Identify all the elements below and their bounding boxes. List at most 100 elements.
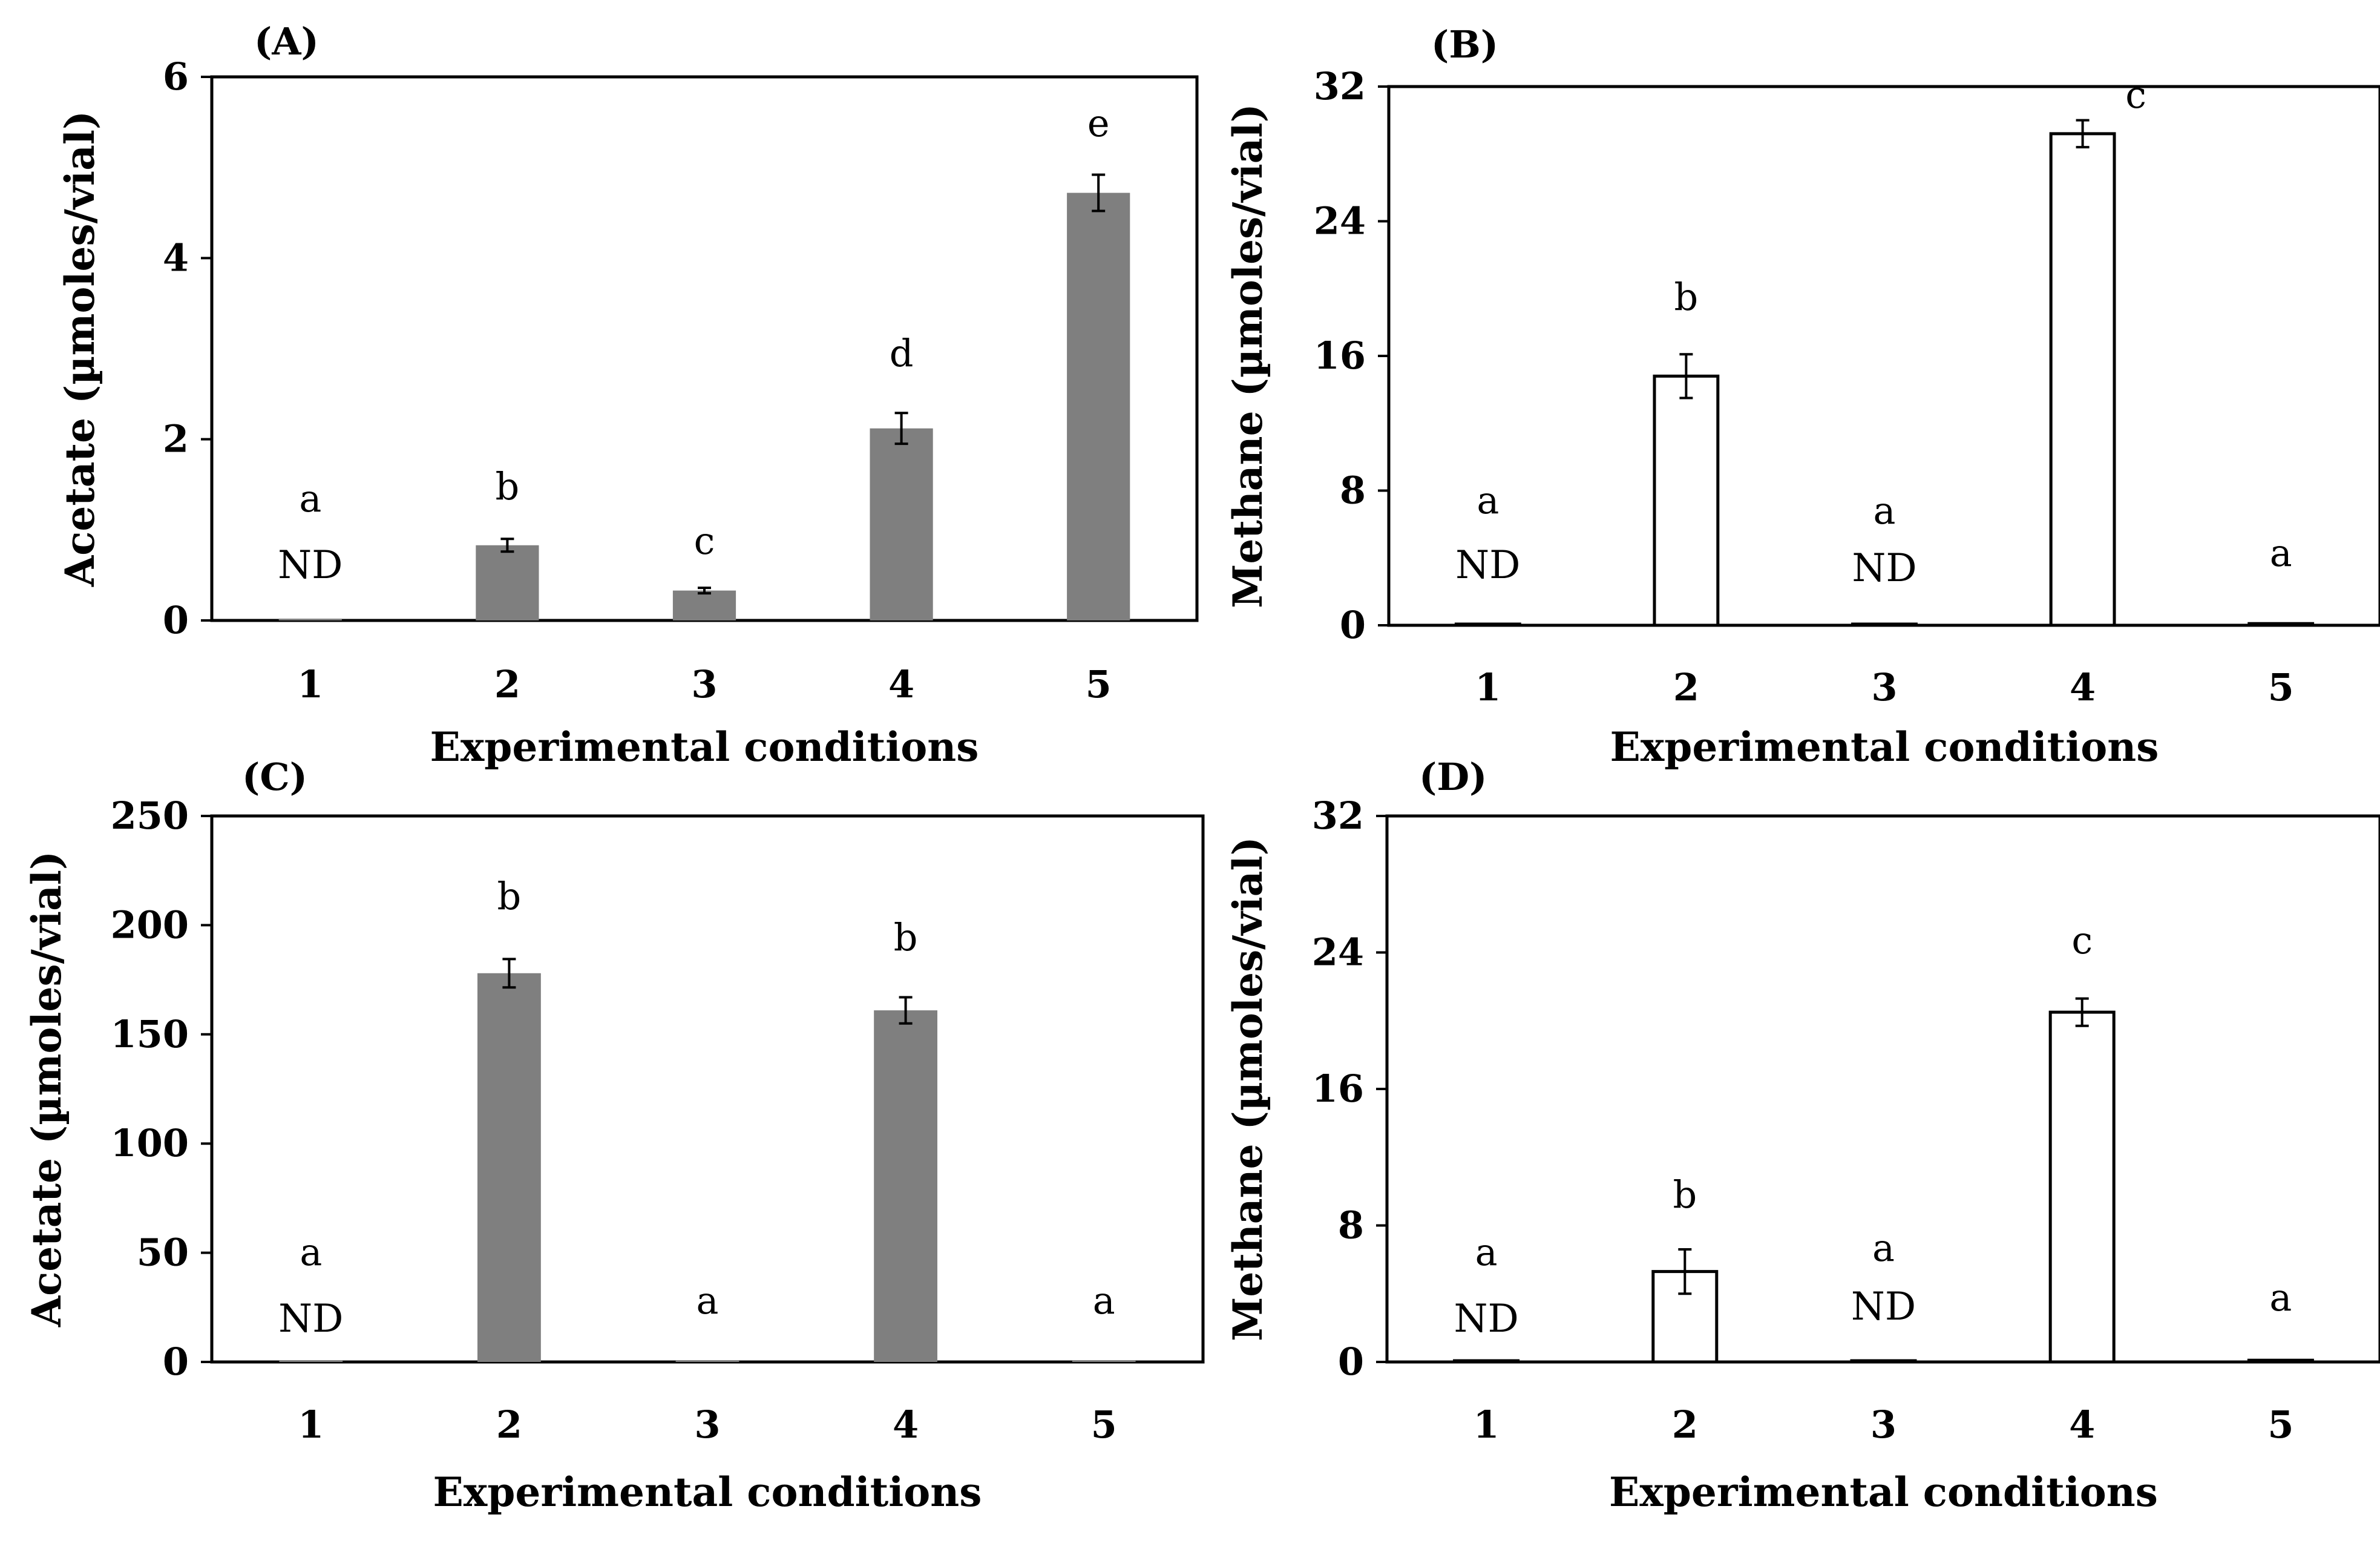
significance-letter: b — [1673, 1172, 1697, 1217]
significance-letter: c — [2125, 73, 2146, 117]
panel-a: 0 2 4 6 1 2 3 4 5 a b c d e ND (A) Experimental conditio… — [56, 19, 1199, 771]
y-axis-title: Methane (µmoles/vial) — [1224, 837, 1271, 1341]
significance-letter: a — [1874, 488, 1896, 533]
bar — [874, 1010, 938, 1362]
x-tick-label: 3 — [694, 1403, 720, 1447]
y-tick-label: 24 — [1314, 199, 1366, 243]
error-bar — [2076, 119, 2090, 149]
y-tick-label: 8 — [1340, 469, 1366, 513]
y-tick-label: 16 — [1312, 1067, 1364, 1111]
significance-letter: b — [496, 464, 520, 508]
bar — [476, 545, 539, 620]
bar — [1653, 374, 1720, 627]
error-bar — [502, 958, 516, 989]
bar — [1067, 192, 1130, 620]
panel-label: (C) — [242, 755, 307, 799]
error-bar — [1679, 353, 1693, 400]
y-tick-label: 16 — [1314, 334, 1366, 378]
x-tick-label: 1 — [1475, 665, 1501, 709]
bar — [2048, 1010, 2116, 1364]
bar — [1850, 1359, 1917, 1364]
y-tick-label: 2 — [163, 417, 189, 461]
x-tick-label: 5 — [1091, 1403, 1117, 1447]
significance-letter: c — [694, 519, 715, 563]
bar — [870, 428, 933, 620]
bar — [1851, 622, 1918, 627]
y-tick-label: 6 — [163, 54, 189, 99]
significance-letter: a — [1093, 1278, 1115, 1323]
bar — [477, 973, 541, 1362]
nd-label: ND — [278, 1297, 343, 1341]
bar — [2049, 132, 2116, 627]
x-axis-title: Experimental conditions — [433, 1468, 982, 1516]
plot-frame — [1387, 85, 2380, 627]
panel-label: (D) — [1419, 755, 1487, 799]
significance-letter: c — [2071, 918, 2093, 962]
nd-label: ND — [278, 543, 343, 588]
y-tick-label: 32 — [1312, 794, 1364, 838]
y-tick-label: 250 — [111, 794, 189, 838]
nd-label: ND — [1851, 1284, 1916, 1329]
x-axis-title: Experimental conditions — [1610, 723, 2159, 771]
bar — [2247, 622, 2315, 627]
significance-letter: b — [1674, 275, 1699, 319]
y-tick-label: 0 — [1340, 603, 1366, 647]
nd-label: ND — [1454, 1297, 1518, 1341]
panel-label: (A) — [254, 19, 319, 64]
x-tick-label: 2 — [1672, 1403, 1698, 1447]
error-bar — [1092, 173, 1106, 212]
x-tick-label: 1 — [1474, 1403, 1500, 1447]
x-axis-title: Experimental conditions — [430, 723, 979, 771]
significance-letter: a — [300, 1230, 322, 1274]
significance-letter: a — [1872, 1226, 1895, 1270]
error-bar — [1678, 1248, 1692, 1295]
bar — [675, 1361, 739, 1362]
x-tick-label: 5 — [2267, 1403, 2293, 1447]
x-tick-label: 1 — [297, 662, 323, 706]
y-tick-label: 50 — [137, 1231, 189, 1275]
y-tick-label: 0 — [1338, 1340, 1364, 1384]
significance-letter: a — [1477, 478, 1499, 522]
nd-label: ND — [1455, 543, 1520, 588]
significance-letter: b — [497, 874, 522, 918]
bar — [1454, 622, 1521, 627]
x-tick-label: 5 — [1086, 662, 1112, 706]
x-tick-label: 3 — [1870, 1403, 1896, 1447]
y-axis-title: Methane (µmoles/vial) — [1224, 104, 1271, 608]
x-tick-label: 1 — [298, 1403, 324, 1447]
panel-d: 0 8 16 24 32 1 2 3 4 5 a b a c a ND ND (D) Experimental co… — [1224, 755, 2380, 1516]
bar — [672, 590, 736, 620]
significance-letter: a — [697, 1278, 719, 1323]
panel-label: (B) — [1431, 22, 1498, 67]
y-tick-label: 24 — [1312, 930, 1364, 975]
x-tick-label: 4 — [2070, 665, 2096, 709]
x-tick-label: 5 — [2268, 665, 2294, 709]
error-bar — [500, 538, 514, 553]
panel-c: 0 50 100 150 200 250 1 2 3 4 5 a b a b a ND (C) Experiment… — [23, 755, 1205, 1516]
y-axis-title: Acetate (µmoles/vial) — [56, 111, 103, 587]
nd-label: ND — [1852, 546, 1916, 591]
y-tick-label: 100 — [111, 1121, 189, 1165]
panel-b: 0 8 16 24 32 1 2 3 4 5 a b a c a ND ND (B) Experimental co… — [1224, 22, 2380, 771]
x-tick-label: 2 — [494, 662, 520, 706]
y-tick-label: 0 — [163, 598, 189, 642]
y-tick-label: 32 — [1314, 64, 1366, 108]
x-tick-label: 3 — [1871, 665, 1897, 709]
bar — [2247, 1358, 2314, 1364]
error-bar — [894, 412, 908, 446]
bar — [1453, 1359, 1520, 1364]
x-tick-label: 2 — [496, 1403, 522, 1447]
significance-letter: a — [2270, 531, 2292, 575]
plot-frame — [1385, 814, 2380, 1364]
bar — [278, 619, 342, 620]
significance-letter: d — [890, 331, 914, 375]
x-axis-title: Experimental conditions — [1609, 1468, 2158, 1516]
error-bar — [2075, 997, 2089, 1027]
y-tick-label: 200 — [111, 903, 189, 947]
y-tick-label: 150 — [111, 1012, 189, 1056]
x-tick-label: 4 — [888, 662, 914, 706]
y-tick-label: 4 — [163, 235, 189, 280]
significance-letter: a — [2269, 1275, 2292, 1320]
error-bar — [698, 587, 711, 595]
